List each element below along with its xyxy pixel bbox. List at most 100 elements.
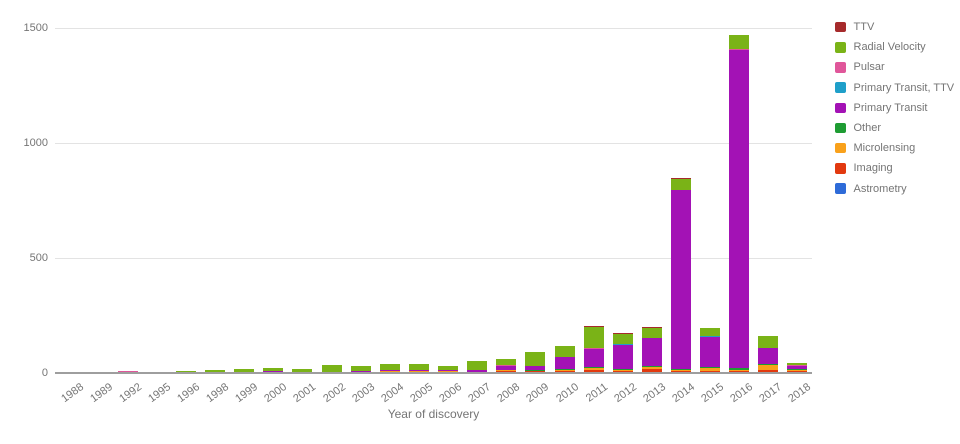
gridline-1500 (55, 27, 812, 29)
bar-segment-2016-imaging[interactable] (729, 371, 750, 372)
legend-label: Other (853, 122, 882, 135)
legend: TTV Radial Velocity Pulsar Primary Transit,… (835, 17, 954, 199)
bar-segment-2018-primary-transit[interactable] (787, 365, 808, 369)
bar-segment-2005-radial-velocity[interactable] (408, 363, 429, 371)
bar-segment-2010-imaging[interactable] (554, 370, 575, 372)
bar-segment-2016-primary-transit[interactable] (729, 49, 750, 368)
legend-item-other[interactable]: Other (835, 118, 954, 138)
y-tick-label: 500 (29, 251, 48, 264)
bar-segment-2018-imaging[interactable] (787, 371, 808, 372)
legend-swatch (835, 21, 846, 33)
bar-segment-2009-imaging[interactable] (525, 370, 546, 372)
bar-segment-2011-primary-transit[interactable] (583, 348, 604, 368)
bar-segment-2006-radial-velocity[interactable] (438, 365, 459, 371)
bar-segment-2000-radial-velocity[interactable] (263, 367, 284, 372)
bar-segment-2004-primary-transit[interactable] (379, 370, 400, 372)
bar-segment-2013-other[interactable] (641, 365, 662, 367)
legend-item-primary-transit[interactable]: Primary Transit (835, 98, 954, 118)
legend-swatch (835, 42, 846, 53)
bar-segment-2010-primary-transit[interactable] (554, 357, 575, 369)
bar-segment-2014-imaging[interactable] (670, 371, 691, 372)
bar-segment-2013-microlensing[interactable] (641, 366, 662, 370)
bar-segment-1996-radial-velocity[interactable] (176, 370, 197, 372)
legend-swatch (835, 102, 846, 114)
bar-segment-2008-imaging[interactable] (496, 370, 517, 372)
legend-swatch (835, 163, 846, 174)
legend-label: TTV (853, 21, 875, 34)
bar-segment-2012-primary-transit[interactable] (612, 344, 633, 369)
bar-segment-2018-microlensing[interactable] (787, 369, 808, 372)
bar-segment-1999-radial-velocity[interactable] (234, 369, 255, 372)
bar-segment-2012-imaging[interactable] (612, 370, 633, 372)
gridline-1000 (55, 142, 812, 144)
bar-segment-1998-radial-velocity[interactable] (205, 370, 226, 372)
bar-segment-2017-microlensing[interactable] (758, 364, 779, 370)
x-axis-line (55, 372, 812, 374)
legend-label: Imaging (853, 162, 893, 175)
legend-label: Primary Transit, TTV (853, 81, 955, 94)
legend-item-ttv[interactable]: TTV (835, 17, 954, 37)
y-tick-label: 1000 (23, 136, 48, 149)
bar-segment-2012-microlensing[interactable] (612, 369, 633, 371)
bar-segment-2013-imaging[interactable] (641, 369, 662, 372)
x-axis-title: Year of discovery (387, 407, 480, 421)
bar-segment-2008-radial-velocity[interactable] (496, 359, 517, 366)
bar-segment-2008-primary-transit[interactable] (496, 365, 517, 370)
bar-segment-2009-microlensing[interactable] (525, 370, 546, 371)
bar-segment-2009-radial-velocity[interactable] (525, 351, 546, 367)
bar-segment-2010-microlensing[interactable] (554, 369, 575, 371)
gridline-500 (55, 257, 812, 259)
bar-segment-2011-imaging[interactable] (583, 370, 604, 372)
bar-segment-2008-microlensing[interactable] (496, 369, 517, 371)
legend-item-radial-velocity[interactable]: Radial Velocity (835, 37, 954, 57)
bar-segment-2013-primary-transit[interactable] (641, 338, 662, 366)
bar-segment-2018-radial-velocity[interactable] (787, 363, 808, 365)
y-tick-label: 1500 (23, 21, 48, 34)
bar-segment-2014-primary-transit[interactable] (670, 189, 691, 370)
legend-label: Astrometry (853, 182, 907, 195)
legend-swatch (835, 82, 846, 93)
bar-segment-2007-primary-transit[interactable] (467, 369, 488, 372)
y-tick-label: 0 (41, 366, 48, 379)
bar-segment-2011-microlensing[interactable] (583, 367, 604, 371)
legend-swatch (835, 142, 846, 154)
legend-label: Microlensing (853, 142, 916, 155)
bar-segment-2004-radial-velocity[interactable] (379, 364, 400, 371)
legend-label: Radial Velocity (853, 41, 926, 54)
bar-segment-2014-radial-velocity[interactable] (670, 178, 691, 190)
bar-segment-2003-radial-velocity[interactable] (350, 365, 371, 372)
bar-segment-2015-primary-transit[interactable] (700, 337, 721, 368)
legend-item-astrometry[interactable]: Astrometry (835, 179, 954, 199)
bar-segment-2006-primary-transit[interactable] (438, 370, 459, 372)
bar-segment-2005-primary-transit[interactable] (408, 370, 429, 372)
bar-segment-2017-radial-velocity[interactable] (758, 335, 779, 349)
bar-segment-2007-radial-velocity[interactable] (467, 361, 488, 370)
legend-swatch (835, 62, 846, 73)
bar-segment-2016-radial-velocity[interactable] (729, 35, 750, 49)
bar-segment-2017-primary-transit[interactable] (758, 348, 779, 365)
bar-segment-2015-primary-transit-ttv[interactable] (700, 336, 721, 338)
bar-segment-2011-radial-velocity[interactable] (583, 325, 604, 348)
legend-item-primary-transit-ttv[interactable]: Primary Transit, TTV (835, 78, 954, 98)
legend-swatch (835, 122, 846, 134)
bar-segment-2015-radial-velocity[interactable] (700, 328, 721, 337)
bar-segment-2010-radial-velocity[interactable] (554, 345, 575, 358)
bar-segment-2015-imaging[interactable] (700, 370, 721, 372)
bar-segment-2013-radial-velocity[interactable] (641, 327, 662, 339)
legend-item-imaging[interactable]: Imaging (835, 158, 954, 178)
bar-segment-2016-other[interactable] (729, 367, 750, 370)
legend-item-pulsar[interactable]: Pulsar (835, 57, 954, 77)
bar-segment-2014-microlensing[interactable] (670, 369, 691, 372)
bar-segment-2001-radial-velocity[interactable] (292, 369, 313, 372)
bar-segment-2016-microlensing[interactable] (729, 369, 750, 372)
bar-segment-2017-imaging[interactable] (758, 369, 779, 372)
bar-segment-2009-primary-transit[interactable] (525, 366, 546, 370)
legend-swatch (835, 183, 846, 194)
bar-segment-2015-other[interactable] (700, 367, 721, 369)
legend-item-microlensing[interactable]: Microlensing (835, 138, 954, 158)
bar-segment-2015-microlensing[interactable] (700, 368, 721, 371)
bar-segment-2012-radial-velocity[interactable] (612, 333, 633, 344)
bar-segment-2002-radial-velocity[interactable] (321, 364, 342, 372)
bar-segment-1992-pulsar[interactable] (117, 371, 138, 372)
